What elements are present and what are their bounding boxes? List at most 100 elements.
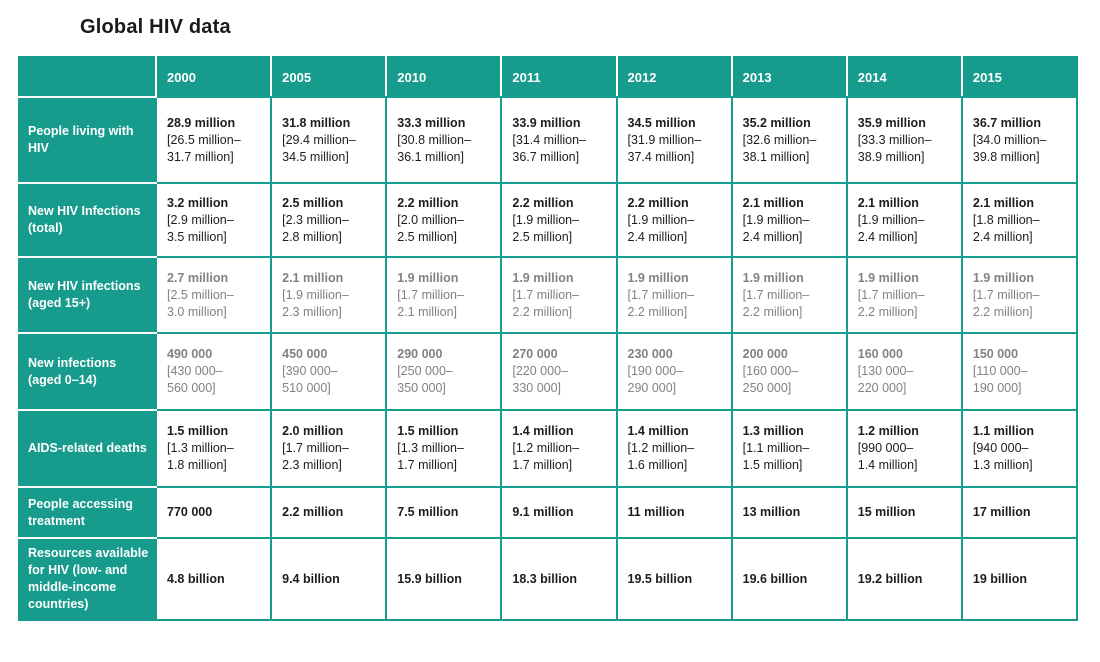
data-cell: 19.6 billion bbox=[730, 537, 848, 621]
year-header: 2011 bbox=[500, 56, 618, 98]
range-text: 560 000] bbox=[167, 381, 216, 395]
row-label: Resources available for HIV (low- and mi… bbox=[18, 537, 157, 621]
range-text: [1.9 million– bbox=[857, 212, 925, 227]
data-cell: 770 000 bbox=[154, 486, 273, 539]
range-text: [1.9 million– bbox=[282, 287, 349, 302]
range-text: 1.4 million] bbox=[857, 458, 918, 472]
value-text: 19.6 billion bbox=[742, 571, 808, 586]
range-text: [430 000– bbox=[167, 364, 223, 378]
value-text: 150 000 bbox=[972, 347, 1019, 361]
value-text: 28.9 million bbox=[167, 115, 236, 130]
range-text: 3.5 million] bbox=[167, 229, 227, 244]
value-text: 9.1 million bbox=[512, 505, 574, 519]
range-text: [2.5 million– bbox=[167, 287, 234, 302]
value-text: 4.8 billion bbox=[167, 571, 225, 586]
data-cell: 290 000 [250 000– 350 000] bbox=[385, 332, 503, 411]
range-text: [990 000– bbox=[857, 441, 914, 455]
range-text: 290 000] bbox=[627, 381, 677, 395]
data-cell: 270 000 [220 000– 330 000] bbox=[500, 332, 618, 411]
data-cell: 1.1 million [940 000– 1.3 million] bbox=[960, 409, 1079, 488]
data-cell: 1.5 million [1.3 million– 1.7 million] bbox=[385, 409, 503, 488]
range-text: 37.4 million] bbox=[627, 149, 695, 164]
range-text: 2.4 million] bbox=[742, 229, 803, 244]
data-cell: 160 000 [130 000– 220 000] bbox=[845, 332, 963, 411]
value-text: 33.9 million bbox=[512, 115, 581, 130]
range-text: 220 000] bbox=[857, 381, 907, 395]
data-cell: 1.9 million [1.7 million– 2.2 million] bbox=[500, 256, 618, 334]
range-text: 34.5 million] bbox=[282, 149, 349, 164]
value-text: 15.9 billion bbox=[397, 571, 462, 586]
data-cell: 18.3 billion bbox=[500, 537, 618, 621]
value-text: 11 million bbox=[627, 505, 685, 519]
data-cell: 19.5 billion bbox=[615, 537, 733, 621]
range-text: 1.6 million] bbox=[627, 458, 688, 472]
row-label: New HIV infections (aged 15+) bbox=[18, 256, 157, 334]
range-text: [1.7 million– bbox=[282, 441, 349, 455]
table-body: People living with HIV 28.9 million [26.5 … bbox=[18, 96, 1079, 621]
range-text: [1.7 million– bbox=[512, 287, 580, 302]
value-text: 1.4 million bbox=[512, 424, 574, 438]
data-cell: 2.1 million [1.9 million– 2.3 million] bbox=[270, 256, 388, 334]
range-text: 2.2 million] bbox=[857, 304, 918, 319]
data-cell: 34.5 million [31.9 million– 37.4 million] bbox=[615, 96, 733, 184]
range-text: [2.0 million– bbox=[397, 212, 464, 227]
value-text: 2.1 million bbox=[857, 195, 919, 210]
data-cell: 1.9 million [1.7 million– 2.2 million] bbox=[730, 256, 848, 334]
range-text: 1.5 million] bbox=[742, 458, 803, 472]
range-text: 2.4 million] bbox=[627, 229, 688, 244]
range-text: [110 000– bbox=[972, 364, 1028, 378]
data-cell: 36.7 million [34.0 million– 39.8 million] bbox=[960, 96, 1079, 184]
data-cell: 28.9 million [26.5 million– 31.7 million] bbox=[154, 96, 273, 184]
data-cell: 230 000 [190 000– 290 000] bbox=[615, 332, 733, 411]
range-text: 330 000] bbox=[512, 381, 562, 395]
year-header: 2005 bbox=[270, 56, 388, 98]
value-text: 1.9 million bbox=[972, 270, 1035, 285]
range-text: [1.3 million– bbox=[167, 441, 234, 455]
range-text: 36.7 million] bbox=[512, 149, 580, 164]
range-text: 39.8 million] bbox=[972, 149, 1040, 164]
value-text: 34.5 million bbox=[627, 115, 696, 130]
year-header: 2015 bbox=[960, 56, 1079, 98]
value-text: 1.4 million bbox=[627, 424, 689, 438]
data-cell: 1.9 million [1.7 million– 2.1 million] bbox=[385, 256, 503, 334]
range-text: [940 000– bbox=[972, 441, 1029, 455]
value-text: 35.2 million bbox=[742, 115, 811, 130]
value-text: 31.8 million bbox=[282, 115, 351, 130]
range-text: 250 000] bbox=[742, 381, 792, 395]
value-text: 1.9 million bbox=[627, 270, 689, 285]
data-cell: 15 million bbox=[845, 486, 963, 539]
data-cell: 1.4 million [1.2 million– 1.6 million] bbox=[615, 409, 733, 488]
table-row: New HIV Infections (total) 3.2 million [2.… bbox=[18, 182, 1079, 258]
value-text: 2.2 million bbox=[282, 505, 344, 519]
range-text: [1.2 million– bbox=[627, 441, 695, 455]
range-text: [2.3 million– bbox=[282, 212, 349, 227]
range-text: 510 000] bbox=[282, 381, 331, 395]
data-cell: 2.1 million [1.9 million– 2.4 million] bbox=[845, 182, 963, 258]
range-text: 2.8 million] bbox=[282, 229, 342, 244]
data-cell: 1.9 million [1.7 million– 2.2 million] bbox=[615, 256, 733, 334]
year-header: 2014 bbox=[845, 56, 963, 98]
year-header: 2000 bbox=[154, 56, 273, 98]
data-cell: 19.2 billion bbox=[845, 537, 963, 621]
data-cell: 1.9 million [1.7 million– 2.2 million] bbox=[960, 256, 1079, 334]
value-text: 19.5 billion bbox=[627, 571, 693, 586]
data-cell: 31.8 million [29.4 million– 34.5 million] bbox=[270, 96, 388, 184]
table-row: New HIV infections (aged 15+) 2.7 million… bbox=[18, 256, 1079, 334]
range-text: [130 000– bbox=[857, 364, 914, 378]
value-text: 7.5 million bbox=[397, 505, 459, 519]
value-text: 2.2 million bbox=[627, 195, 689, 210]
table-row: People accessing treatment 770 000 2.2 mil… bbox=[18, 486, 1079, 539]
range-text: [1.7 million– bbox=[627, 287, 695, 302]
value-text: 270 000 bbox=[512, 347, 558, 361]
range-text: 1.7 million] bbox=[397, 458, 457, 472]
value-text: 36.7 million bbox=[972, 115, 1041, 130]
data-cell: 35.2 million [32.6 million– 38.1 million] bbox=[730, 96, 848, 184]
range-text: [33.3 million– bbox=[857, 132, 932, 147]
range-text: [1.9 million– bbox=[627, 212, 695, 227]
range-text: [31.4 million– bbox=[512, 132, 587, 147]
range-text: 2.2 million] bbox=[972, 304, 1033, 319]
value-text: 1.5 million bbox=[167, 424, 229, 438]
table-row: AIDS-related deaths 1.5 million [1.3 milli… bbox=[18, 409, 1079, 488]
row-label: People living with HIV bbox=[18, 96, 157, 184]
hiv-data-table: 2000 2005 2010 2011 2012 2013 2014 2015 People … bbox=[18, 56, 1079, 621]
